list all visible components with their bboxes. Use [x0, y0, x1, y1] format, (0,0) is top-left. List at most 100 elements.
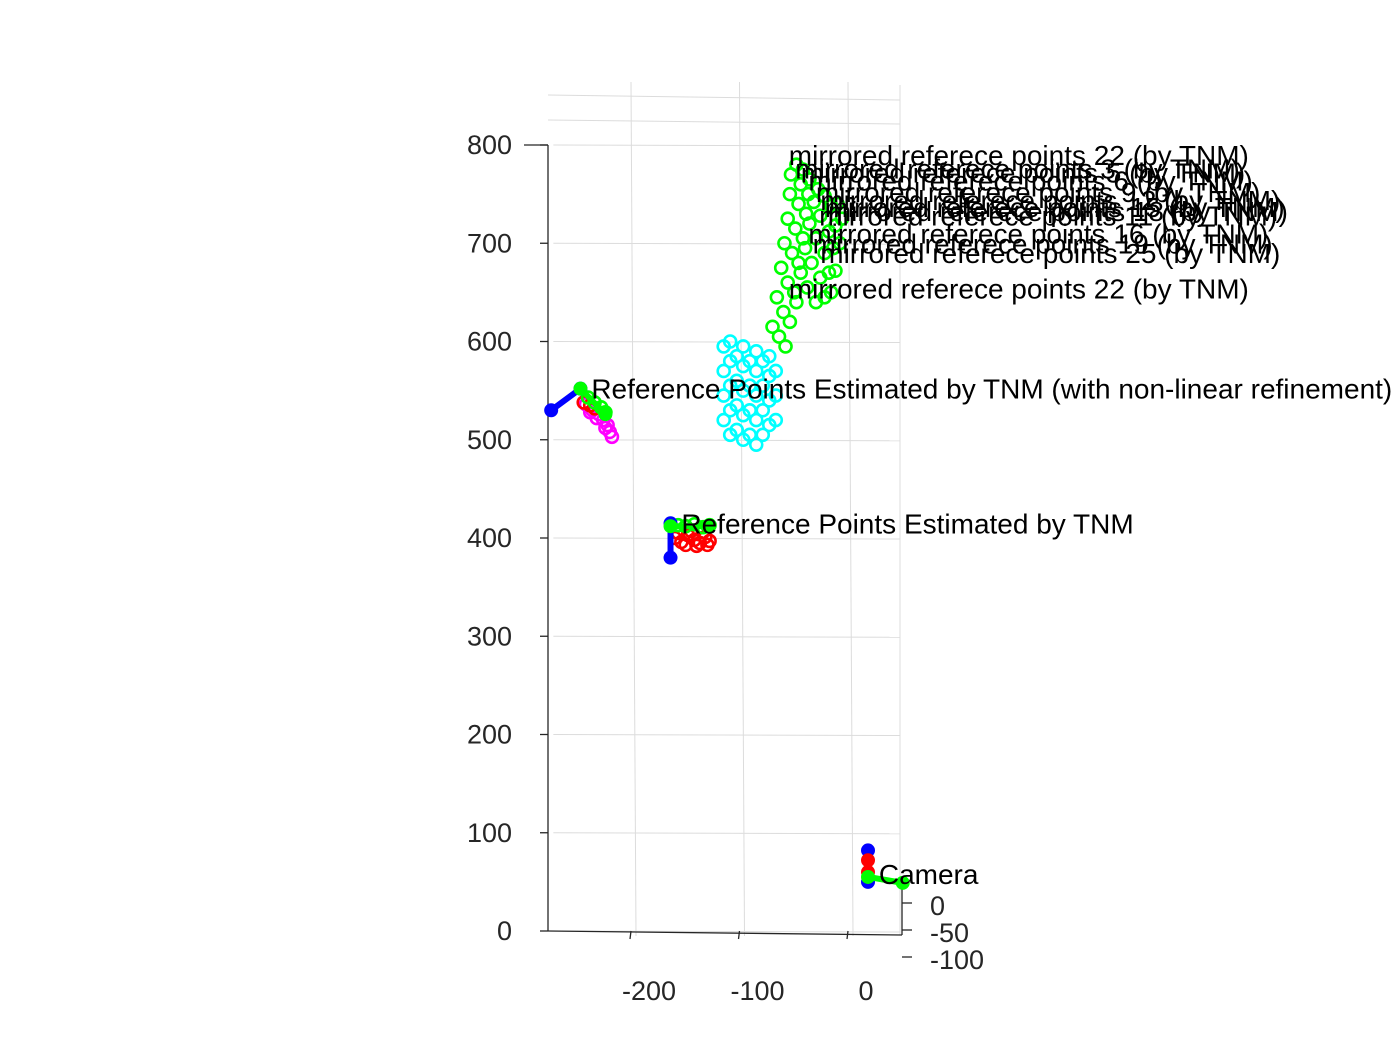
series-5-point — [748, 363, 764, 379]
series-5-point — [748, 344, 764, 359]
series-6-point — [817, 188, 832, 204]
annotation-labels: Camera Reference Points Estimated by TNM R… — [591, 140, 1392, 890]
series-5-point — [768, 388, 784, 403]
camera-frame-marker — [861, 869, 875, 884]
series-6-point — [812, 208, 828, 224]
grid-line-z — [547, 94, 901, 101]
mirrored-point-label: mirrored referece points 18 (by TNM) — [828, 196, 1288, 227]
y-tick-label: 600 — [467, 327, 512, 357]
series-6-point — [834, 211, 850, 226]
mirrored-point-label: mirrored referece points 22 (by TNM) — [789, 140, 1249, 171]
series-6-point — [799, 280, 815, 295]
mirrored-point-label: mirrored referece points 12 (by TNM) — [820, 185, 1280, 216]
y-tick-label: 500 — [467, 425, 512, 455]
series-6-point — [802, 172, 817, 187]
tnm-frame-marker — [663, 519, 678, 534]
series-5-point — [729, 348, 745, 364]
series-5-point — [748, 437, 764, 452]
series-5-point — [755, 427, 771, 443]
grid-line-z — [547, 119, 901, 125]
series-6-point — [797, 240, 813, 256]
series-6-point — [782, 314, 798, 330]
series-6-point — [789, 294, 804, 310]
y-tick-label: 0 — [497, 916, 512, 946]
series-6-point — [780, 211, 796, 226]
series-6-point — [793, 265, 809, 281]
series-6-point — [802, 216, 817, 231]
z-tick-label: -50 — [930, 918, 969, 948]
series-5-point — [729, 398, 745, 413]
series-6-point — [777, 235, 792, 251]
series-5-point — [768, 412, 784, 428]
series-6-point — [828, 263, 843, 279]
camera-frame-marker — [861, 843, 875, 858]
series-5-point — [722, 334, 738, 349]
mirrored-point-label: mirrored referece points 19 (by TNM) — [813, 228, 1273, 259]
series-5-point — [761, 348, 777, 364]
series-6-point — [791, 196, 806, 212]
tnm-nonlinear-frame-marker — [598, 407, 613, 422]
grid-line-x — [630, 81, 637, 937]
y-tick-label: 700 — [467, 228, 512, 258]
mirrored-point-label: mirrored referece points 5 (by TNM) — [801, 158, 1246, 189]
y-tick-label: 300 — [467, 621, 512, 651]
series-5-point — [735, 339, 751, 354]
tnm-frame-marker — [663, 550, 678, 565]
series-0-point — [700, 537, 715, 553]
series-5-point — [716, 363, 731, 379]
data-marks — [544, 157, 910, 890]
series-5-point — [716, 412, 731, 428]
series-6-point — [778, 339, 793, 354]
series-6-point — [773, 260, 789, 276]
y-tick-label: 100 — [467, 818, 512, 848]
tnm-nonlinear-frame-label: Reference Points Estimated by TNM (with … — [591, 374, 1392, 405]
grid-line-y — [553, 832, 901, 835]
series-6-point — [823, 285, 839, 300]
series-6-point — [788, 221, 803, 236]
y-tick-label: 200 — [467, 720, 512, 750]
series-6-point — [784, 245, 800, 261]
mirrored-point-label: mirrored referece points 3 (by TNM) — [795, 154, 1239, 185]
mirrored-point-label: mirrored referece points 11 (by TNM) — [819, 201, 1277, 232]
series-5-point — [768, 363, 784, 379]
series-6-point — [771, 329, 787, 344]
grid-line-y — [553, 242, 901, 245]
x-tick-label: -200 — [622, 976, 676, 1006]
series-5-point — [748, 388, 764, 403]
x-axis-line — [547, 930, 903, 936]
series-6-point — [804, 255, 819, 271]
grid-line-x — [739, 81, 745, 937]
mirrored-point-label: mirrored referece points 25 (by TNM) — [820, 238, 1280, 269]
series-2-point — [598, 420, 613, 436]
tnm-nonlinear-frame-marker — [544, 403, 559, 418]
grid-line-y — [553, 734, 901, 736]
mirrored-point-label: mirrored referece points 15 (by TNM) — [825, 192, 1285, 223]
x-tick-mark — [737, 930, 741, 940]
camera-frame-label: Camera — [879, 859, 979, 890]
x-tick-label: -100 — [730, 976, 784, 1006]
mirrored-point-label: mirrored referece points 16 (by TNM) — [808, 218, 1268, 249]
series-6-point — [776, 304, 791, 320]
z-tick-label: -100 — [930, 945, 984, 975]
series-6-point — [832, 235, 848, 251]
series-5-point — [729, 422, 745, 438]
series-5-point — [729, 373, 745, 389]
grid-line-y — [553, 144, 901, 147]
series-6-point — [765, 319, 780, 335]
y-tick-label: 400 — [467, 523, 512, 553]
camera-frame-marker — [861, 853, 875, 868]
tnm-frame-label: Reference Points Estimated by TNM — [681, 508, 1133, 539]
tnm-frame-marker — [700, 519, 715, 534]
series-6-point — [821, 265, 837, 281]
series-5-point — [748, 412, 764, 428]
mirrored-point-label: mirrored referece points 9 (by TNM) — [816, 177, 1260, 208]
mirrored-point-label: mirrored referece points 22 (by TNM) — [789, 273, 1249, 304]
series-6-point — [786, 285, 802, 300]
x-tick-mark — [846, 930, 849, 940]
series-5-point — [755, 402, 771, 418]
grid-line-y — [553, 635, 901, 638]
mirrored-point-label: mirrored referece points 6 (by TNM) — [808, 165, 1252, 196]
series-6-point — [795, 162, 811, 177]
camera-frame-marker — [895, 875, 910, 890]
